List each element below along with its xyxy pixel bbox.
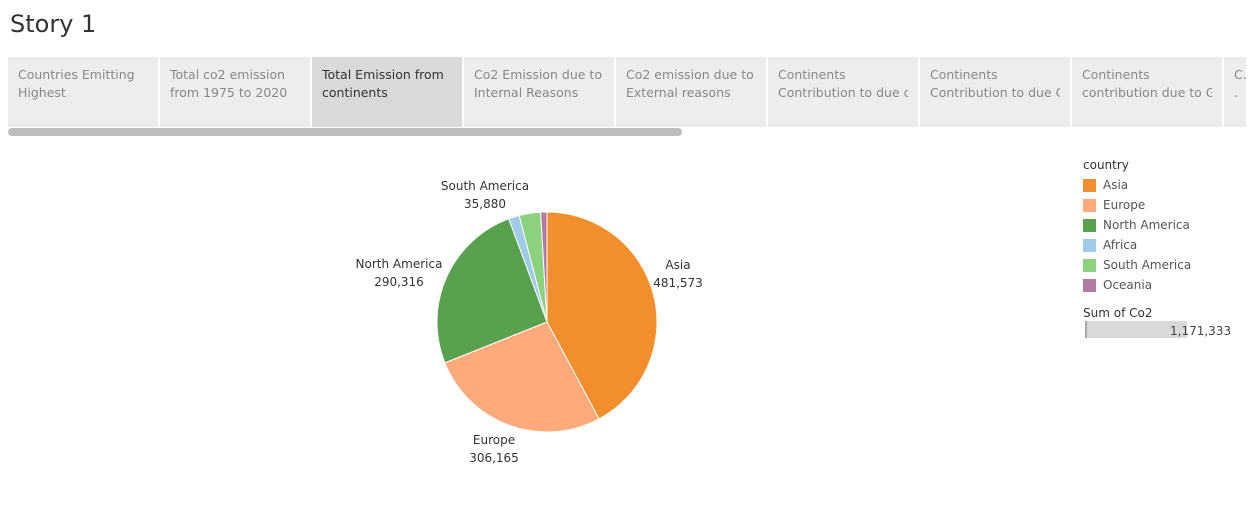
legend-swatch <box>1083 178 1096 192</box>
legend-item-asia[interactable]: Asia <box>1083 175 1248 195</box>
slice-label-name: South America <box>441 179 529 193</box>
size-legend-value: 1,171,333 <box>1170 324 1232 338</box>
legend-item-oceania[interactable]: Oceania <box>1083 275 1248 295</box>
story-point-tab-3[interactable]: Total Emission from continents <box>312 57 462 127</box>
legend-label: Asia <box>1103 178 1129 192</box>
legend-item-europe[interactable]: Europe <box>1083 195 1248 215</box>
tab-line-1: Total co2 emission <box>170 67 286 82</box>
tab-line-2: Contribution to due C.. <box>930 85 1060 100</box>
tabs-scrollbar[interactable] <box>8 128 1246 138</box>
tab-line-2: External reasons <box>626 85 731 100</box>
story-title: Story 1 <box>10 10 97 38</box>
tab-line-1: Co2 Emission due to <box>474 67 602 82</box>
story-point-tab-2[interactable]: Total co2 emission from 1975 to 2020 <box>160 57 310 127</box>
tab-line-2: continents <box>322 85 388 100</box>
size-legend-bar <box>1085 321 1187 338</box>
tab-line-1: Countries Emitting <box>18 67 135 82</box>
slice-label-value: 290,316 <box>374 275 424 289</box>
legend-swatch <box>1083 218 1096 232</box>
story-point-tab-1[interactable]: Countries Emitting Highest <box>8 57 158 127</box>
legend-label: Europe <box>1103 198 1146 212</box>
tab-line-2: Highest <box>18 85 66 100</box>
size-legend-title: Sum of Co2 <box>1083 306 1153 320</box>
legend-label: North America <box>1103 218 1190 232</box>
legend-title: country <box>1083 158 1129 172</box>
legend-item-north-america[interactable]: North America <box>1083 215 1248 235</box>
tab-line-1: Co2 emission due to <box>626 67 754 82</box>
tab-line-1: Continents <box>778 67 846 82</box>
legend-label: Oceania <box>1103 278 1153 292</box>
legend-label: Africa <box>1103 238 1138 252</box>
tab-line-2: contribution due to G.. <box>1082 85 1212 100</box>
slice-label-name: Europe <box>473 433 515 447</box>
tab-line-1: Continents <box>930 67 998 82</box>
pie-slice-europe[interactable] <box>444 321 600 433</box>
legend-label: South America <box>1103 258 1192 272</box>
story-point-tab-7[interactable]: Continents Contribution to due C.. <box>920 57 1070 127</box>
pie-slice-north-america[interactable] <box>436 218 548 364</box>
pie-slice-asia[interactable] <box>546 211 658 420</box>
story-point-tab-8[interactable]: Continents contribution due to G.. <box>1072 57 1222 127</box>
story-point-tab-6[interactable]: Continents Contribution to due c.. <box>768 57 918 127</box>
legend-swatch <box>1083 258 1096 272</box>
tab-line-2: from 1975 to 2020 <box>170 85 288 100</box>
legend-swatch <box>1083 278 1096 292</box>
tabs-scrollbar-thumb[interactable] <box>8 128 682 136</box>
slice-label-value: 35,880 <box>464 197 506 211</box>
tab-line-2: . <box>1234 85 1238 100</box>
tab-line-1: Total Emission from <box>322 67 444 82</box>
slice-label-value: 306,165 <box>469 451 519 465</box>
legend-item-south-america[interactable]: South America <box>1083 255 1248 275</box>
story-tabs: Countries Emitting Highest Total co2 emi… <box>8 57 1246 127</box>
slice-label-name: Asia <box>665 258 690 272</box>
legend-item-africa[interactable]: Africa <box>1083 235 1248 255</box>
legend-swatch <box>1083 238 1096 252</box>
tab-line-1: C.. <box>1234 67 1246 82</box>
tab-line-1: Continents <box>1082 67 1150 82</box>
color-legend: country Asia Europe North America Africa… <box>1083 158 1248 295</box>
legend-swatch <box>1083 198 1096 212</box>
slice-label-value: 481,573 <box>653 276 703 290</box>
story-point-tab-5[interactable]: Co2 emission due to External reasons <box>616 57 766 127</box>
tab-line-2: Internal Reasons <box>474 85 579 100</box>
tab-line-2: Contribution to due c.. <box>778 85 908 100</box>
story-point-tab-9[interactable]: C.. . <box>1224 57 1246 127</box>
pie-slice-oceania[interactable] <box>540 211 548 323</box>
slice-label-name: North America <box>356 257 443 271</box>
story-point-tab-4[interactable]: Co2 Emission due to Internal Reasons <box>464 57 614 127</box>
